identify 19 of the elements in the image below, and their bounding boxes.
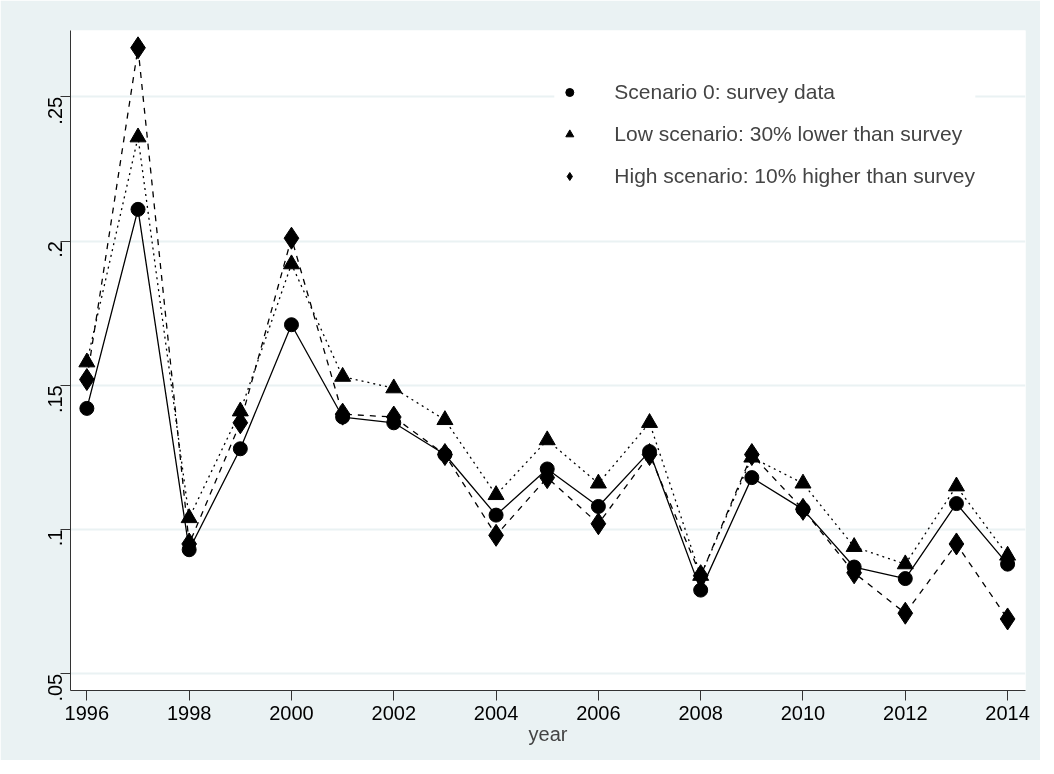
y-tick-label: .1 — [44, 529, 67, 547]
x-tick-label: 2012 — [883, 701, 928, 724]
y-tick-label: .2 — [44, 241, 67, 258]
y-tick-label: .05 — [44, 673, 67, 702]
legend-label: High scenario: 10% higher than survey — [614, 164, 975, 188]
x-tick-label: 1998 — [166, 701, 212, 724]
y-tick-label: .15 — [44, 385, 67, 414]
x-tick-label: 2000 — [269, 701, 314, 724]
x-tick-label: 2014 — [985, 701, 1030, 724]
x-tick-label: 2004 — [473, 701, 519, 724]
x-tick-label: 2006 — [576, 701, 621, 724]
y-tick-label: .25 — [44, 96, 67, 125]
legend-label: Low scenario: 30% lower than survey — [614, 122, 963, 146]
x-axis-title: year — [528, 722, 568, 745]
x-tick-label: 2002 — [371, 701, 417, 724]
x-tick-label: 2010 — [780, 701, 826, 724]
legend-label: Scenario 0: survey data — [614, 80, 835, 104]
x-tick-label: 1996 — [64, 701, 110, 724]
x-tick-label: 2008 — [678, 701, 723, 724]
